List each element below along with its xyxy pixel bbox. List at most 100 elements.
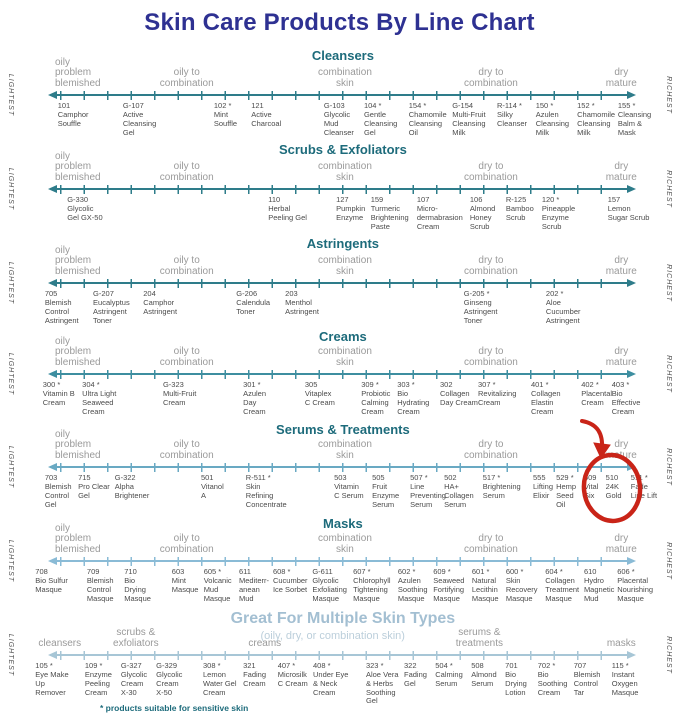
section-title-multiple-skin-types: Great For Multiple Skin Types — [230, 610, 456, 627]
left-arrowhead — [48, 91, 57, 99]
zone-label-masks-2: combination skin — [317, 533, 372, 556]
axis-line — [56, 188, 628, 190]
product-157: 157 Lemon Sugar Scrub — [607, 195, 650, 222]
axis-label-lightest: LIGHTEST — [7, 633, 14, 677]
product-529: 529 * Hemp Seed Oil — [556, 473, 577, 509]
zone-label-masks-3: dry to combination — [463, 533, 518, 556]
section-title-serums-treatments: Serums & Treatments — [276, 422, 410, 437]
product-321: 321 Fading Cream — [243, 661, 267, 688]
product-509: 509 Vital Six — [583, 473, 599, 500]
section-subtitle-multiple-skin-types: (oily, dry, or combination skin) — [260, 630, 405, 642]
product-502: 502 HA+ Collagen Serum — [444, 473, 474, 509]
product-408: 408 * Under Eye & Neck Cream — [313, 661, 349, 697]
product-120: 120 * Pineapple Enzyme Scrub — [541, 195, 576, 231]
product-202: 202 * Aloe Cucumber Astringent — [545, 289, 581, 325]
right-arrowhead — [627, 279, 636, 287]
axis-label-lightest: LIGHTEST — [7, 445, 14, 489]
zone-label-multiple-skin-types-0: cleansers — [38, 638, 82, 650]
product-109: 109 * Enzyme Peeling Cream — [84, 661, 112, 697]
product-G-205: G-205 * Ginseng Astringent Toner — [463, 289, 498, 325]
section-title-scrubs-exfoliators: Scrubs & Exfoliators — [278, 142, 407, 157]
product-402: 402 * Placental Cream — [581, 380, 613, 407]
axis-line — [56, 466, 628, 468]
section-scrubs-exfoliators: Scrubs & Exfoliators oily problem blemish… — [0, 140, 679, 234]
right-arrowhead — [627, 651, 636, 659]
section-title-astringents: Astringents — [306, 236, 380, 251]
axis-line — [56, 654, 628, 656]
zone-label-serums-treatments-0: oily problem blemished — [54, 428, 101, 462]
product-203: 203 Menthol Astringent — [285, 289, 319, 316]
product-307: 307 * Revitalizing Cream — [478, 380, 517, 407]
product-701: 701 Bio Drying Lotion — [505, 661, 527, 697]
axis-label-richest: RICHEST — [665, 76, 672, 114]
axis-label-richest: RICHEST — [665, 448, 672, 486]
product-702: 702 * Bio Soothing Cream — [537, 661, 568, 697]
zone-label-scrubs-exfoliators-4: dry mature — [605, 161, 637, 184]
product-G-103: G-103 Glycolic Mud Cleanser — [323, 101, 354, 137]
product-555: 555 Lifting Elixir — [533, 473, 554, 500]
product-G-323: G-323 Multi-Fruit Cream — [162, 380, 197, 407]
product-403: 403 * Bio Effective Cream — [611, 380, 641, 416]
product-703: 703 Blemish Control Gel — [44, 473, 72, 509]
section-creams: Creams oily problem blemished oily to comb… — [0, 327, 679, 420]
product-107: 107 Micro- dermabrasion Cream — [416, 195, 463, 231]
page-title: Skin Care Products By Line Chart — [144, 9, 535, 36]
product-G-327: G-327 Glycolic Cream X-30 — [120, 661, 148, 697]
product-401: 401 * Collagen Elastin Cream — [530, 380, 561, 416]
product-115: 115 * Instant Oxygen Masque — [611, 661, 639, 697]
product-606: 606 * Placental Nourishing Masque — [617, 567, 654, 603]
axis-label-richest: RICHEST — [665, 542, 672, 580]
right-arrowhead — [627, 370, 636, 378]
product-152: 152 * Chamomile Cleansing Milk — [577, 101, 616, 137]
product-R-511: R-511 * Skin Refining Concentrate — [245, 473, 287, 509]
product-303: 303 * Bio Hydrating Cream — [397, 380, 430, 416]
product-105: 105 * Eye Make Up Remover — [35, 661, 69, 697]
zone-label-scrubs-exfoliators-1: oily to combination — [159, 161, 214, 184]
zone-label-masks-1: oily to combination — [159, 533, 214, 556]
product-607: 607 * Chlorophyll Tightening Masque — [353, 567, 391, 603]
product-707: 707 Blemish Control Tar — [573, 661, 601, 697]
zone-label-scrubs-exfoliators-2: combination skin — [317, 161, 372, 184]
axis-label-lightest: LIGHTEST — [7, 73, 14, 117]
section-title-masks: Masks — [323, 516, 363, 531]
section-serums-treatments: Serums & Treatments oily problem blemishe… — [0, 420, 679, 514]
product-102: 102 * Mint Souffle — [213, 101, 238, 128]
left-arrowhead — [48, 370, 57, 378]
product-510: 510 24K Gold — [605, 473, 622, 500]
product-R-125: R-125 Bamboo Scrub — [505, 195, 534, 222]
section-astringents: Astringents oily problem blemished oily to… — [0, 234, 679, 327]
product-G-322: G-322 Alpha Brightener — [114, 473, 150, 500]
zone-label-creams-3: dry to combination — [463, 346, 518, 369]
product-G-330: G-330 Glycolic Gel GX-50 — [67, 195, 103, 222]
zone-label-masks-4: dry mature — [605, 533, 637, 556]
left-arrowhead — [48, 185, 57, 193]
product-705: 705 Blemish Control Astringent — [44, 289, 79, 325]
zone-label-cleansers-2: combination skin — [317, 67, 372, 90]
section-multiple-skin-types: Great For Multiple Skin Types (oily, dry,… — [0, 608, 679, 705]
left-arrowhead — [48, 279, 57, 287]
axis-label-richest: RICHEST — [665, 355, 672, 393]
product-104: 104 * Gentle Cleansing Gel — [363, 101, 398, 137]
product-308: 308 * Lemon Water Gel Cream — [203, 661, 237, 697]
section-masks: Masks oily problem blemished oily to combi… — [0, 514, 679, 608]
sensitive-skin-footnote: * products suitable for sensitive skin — [100, 703, 249, 713]
product-511: 511 * Fade Line Lift — [630, 473, 658, 500]
zone-label-serums-treatments-1: oily to combination — [159, 439, 214, 462]
left-arrowhead — [48, 463, 57, 471]
axis-label-lightest: LIGHTEST — [7, 261, 14, 305]
axis-line — [56, 560, 628, 562]
product-127: 127 Pumpkin Enzyme — [336, 195, 366, 222]
product-G-154: G-154 Multi-Fruit Cleansing Milk — [452, 101, 486, 137]
product-604: 604 * Collagen Treatment Masque — [545, 567, 580, 603]
product-322: 322 Fading Gel — [404, 661, 427, 688]
right-arrowhead — [627, 463, 636, 471]
product-110: 110 Herbal Peeling Gel — [268, 195, 307, 222]
product-305: 305 Vitaplex C Cream — [304, 380, 335, 407]
product-309: 309 * Probiotic Calming Cream — [361, 380, 391, 416]
axis-line — [56, 94, 628, 96]
product-204: 204 Camphor Astringent — [143, 289, 178, 316]
product-517: 517 * Brightening Serum — [482, 473, 521, 500]
zone-label-astringents-4: dry mature — [605, 255, 637, 278]
axis-label-lightest: LIGHTEST — [7, 539, 14, 583]
left-arrowhead — [48, 651, 57, 659]
